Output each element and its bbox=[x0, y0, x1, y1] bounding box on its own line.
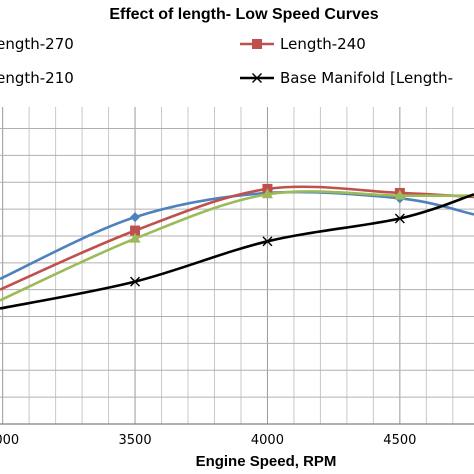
plot-grid bbox=[0, 107, 474, 425]
x-axis-ticks: 3000 3500 4000 4500 bbox=[0, 433, 416, 448]
series-3 bbox=[0, 188, 474, 302]
legend-label: Length-240 bbox=[280, 35, 366, 53]
data-point bbox=[130, 225, 141, 236]
chart-title: Effect of length- Low Speed Curves bbox=[109, 6, 378, 23]
data-point bbox=[394, 189, 406, 200]
series-line bbox=[0, 193, 474, 310]
data-point bbox=[130, 276, 141, 287]
data-point bbox=[261, 188, 273, 199]
legend-item: Length-270 bbox=[0, 35, 74, 53]
data-point bbox=[129, 232, 141, 243]
data-point bbox=[394, 213, 405, 224]
legend: Length-270 Length-240 Length-210 Base Manif… bbox=[0, 35, 453, 87]
legend-label: Base Manifold [Length- bbox=[280, 69, 453, 87]
series-4 bbox=[0, 193, 474, 310]
legend-marker bbox=[252, 39, 262, 49]
series-line bbox=[0, 185, 474, 291]
x-axis-label: Engine Speed, RPM bbox=[196, 453, 337, 470]
series-line bbox=[0, 190, 474, 281]
data-point bbox=[262, 236, 273, 247]
legend-label: Length-210 bbox=[0, 69, 74, 87]
legend-marker bbox=[252, 73, 262, 83]
series-layer bbox=[0, 183, 474, 310]
data-point bbox=[130, 212, 141, 223]
x-tick-label: 3000 bbox=[0, 433, 19, 448]
x-tick-label: 4000 bbox=[251, 433, 284, 448]
x-tick-label: 3500 bbox=[119, 433, 152, 448]
legend-item: Base Manifold [Length- bbox=[240, 69, 453, 87]
series-line bbox=[0, 190, 474, 302]
legend-item: Length-240 bbox=[240, 35, 366, 53]
legend-item: Length-210 bbox=[0, 69, 74, 87]
legend-label: Length-270 bbox=[0, 35, 74, 53]
x-tick-label: 4500 bbox=[383, 433, 416, 448]
